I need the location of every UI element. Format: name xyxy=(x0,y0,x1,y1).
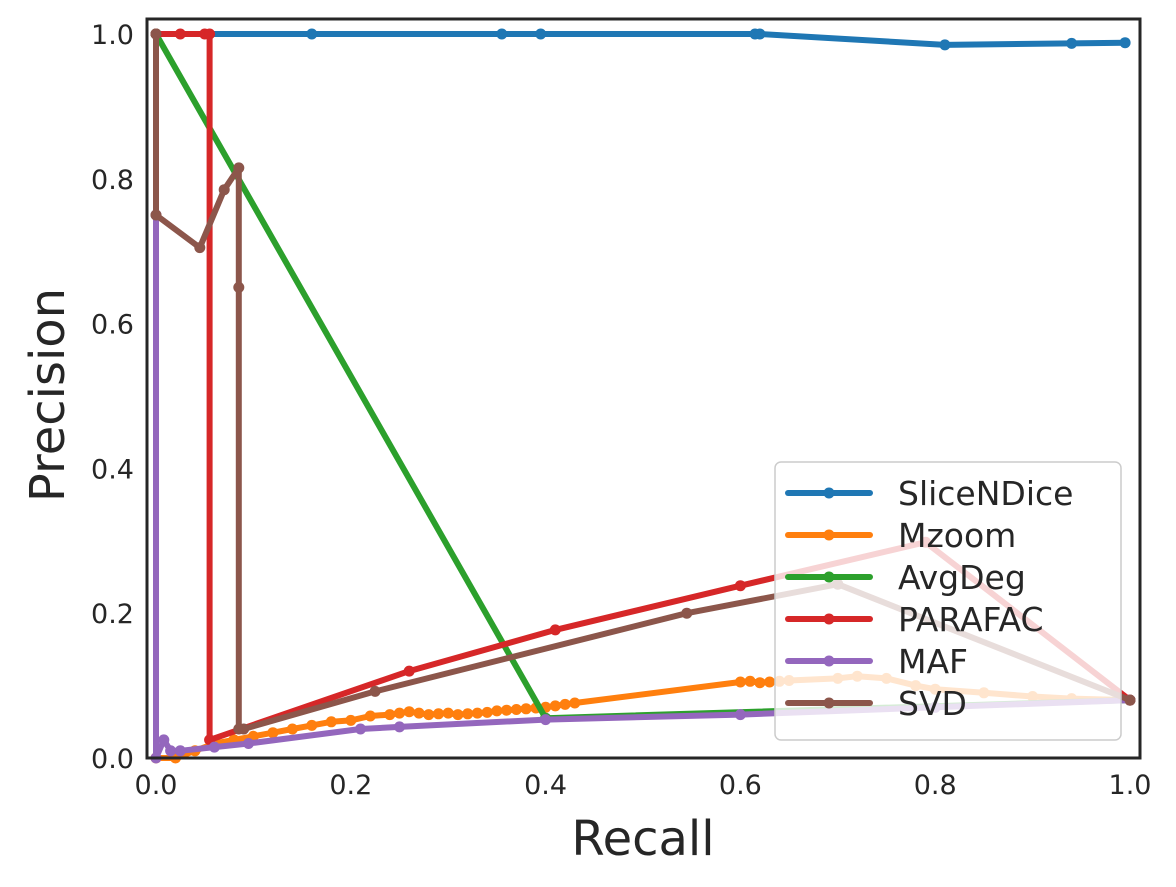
legend-entry-maf: MAF xyxy=(785,642,968,681)
data-point-maf xyxy=(158,734,170,746)
data-point-maf xyxy=(394,721,405,733)
legend-label-slicendice: SliceNDice xyxy=(898,474,1073,513)
data-point-slicendice xyxy=(306,28,318,40)
data-point-maf xyxy=(174,745,186,757)
legend-marker-svd xyxy=(823,697,835,709)
y-tick-label: 0.6 xyxy=(91,310,134,341)
data-point-slicendice xyxy=(1066,37,1078,49)
data-point-slicendice xyxy=(496,28,508,40)
data-point-mzoom xyxy=(569,697,581,709)
y-tick-label: 0.8 xyxy=(91,165,134,196)
data-point-mzoom xyxy=(754,677,766,689)
x-tick-label: 0.8 xyxy=(914,770,957,801)
data-point-svd xyxy=(369,685,381,697)
data-point-svd xyxy=(150,28,162,40)
data-point-mzoom xyxy=(481,706,493,718)
data-point-mzoom xyxy=(423,709,435,721)
legend-entry-parafac: PARAFAC xyxy=(785,600,1044,639)
data-point-mzoom xyxy=(345,714,357,726)
data-point-maf xyxy=(355,723,366,735)
x-tick-label: 1.0 xyxy=(1109,770,1152,801)
data-point-mzoom xyxy=(549,700,561,712)
data-point-slicendice xyxy=(535,28,547,40)
x-tick-label: 0.4 xyxy=(524,770,567,801)
data-point-mzoom xyxy=(734,676,746,688)
data-point-mzoom xyxy=(462,708,474,720)
legend-entry-mzoom: Mzoom xyxy=(785,516,1016,555)
data-point-mzoom xyxy=(520,703,532,715)
data-point-slicendice xyxy=(939,39,951,51)
x-tick-label: 0.0 xyxy=(135,770,178,801)
data-point-maf xyxy=(243,738,254,749)
legend-box xyxy=(774,461,1122,741)
data-point-parafac xyxy=(204,28,216,40)
data-point-maf xyxy=(165,745,177,757)
data-point-svd xyxy=(218,184,230,196)
x-tick-label: 0.6 xyxy=(719,770,762,801)
data-point-mzoom xyxy=(413,707,425,719)
data-point-slicendice xyxy=(1119,37,1131,49)
legend-label-parafac: PARAFAC xyxy=(898,600,1044,639)
x-axis-title: Recall xyxy=(571,811,714,867)
data-point-slicendice xyxy=(754,28,766,40)
legend-label-avgdeg: AvgDeg xyxy=(898,558,1026,597)
plot-frame xyxy=(145,17,1142,760)
y-tick-labels: 0.0 0.2 0.4 0.6 0.8 1.0 xyxy=(91,20,134,775)
data-point-parafac xyxy=(403,665,415,677)
data-point-svd xyxy=(238,723,250,735)
data-point-mzoom xyxy=(764,676,776,688)
data-point-mzoom xyxy=(286,723,298,735)
legend-label-maf: MAF xyxy=(898,642,968,681)
data-point-mzoom xyxy=(491,705,503,717)
data-point-mzoom xyxy=(403,706,415,718)
data-point-maf xyxy=(208,741,220,753)
y-tick-label: 0.2 xyxy=(91,599,134,630)
legend-entry-slicendice: SliceNDice xyxy=(785,474,1073,513)
series-line-svd xyxy=(153,31,1133,732)
data-point-parafac xyxy=(734,580,746,592)
legend-marker-parafac xyxy=(823,613,835,625)
data-point-svd xyxy=(1124,694,1136,706)
data-point-mzoom xyxy=(364,710,376,722)
data-point-mzoom xyxy=(442,707,454,719)
data-point-mzoom xyxy=(471,707,483,719)
legend-entry-svd: SVD xyxy=(785,684,967,723)
data-point-svd xyxy=(194,242,206,254)
legend-entry-avgdeg: AvgDeg xyxy=(785,558,1026,597)
y-tick-label: 0.4 xyxy=(91,454,134,485)
y-axis-title: Precision xyxy=(20,288,76,502)
legend-marker-slicendice xyxy=(823,487,835,499)
data-point-mzoom xyxy=(394,707,405,719)
data-point-mzoom xyxy=(384,709,396,721)
data-point-mzoom xyxy=(325,716,337,728)
data-point-parafac xyxy=(549,624,561,636)
data-point-svd xyxy=(150,209,162,221)
legend-label-mzoom: Mzoom xyxy=(898,516,1016,555)
data-point-svd xyxy=(233,281,245,293)
x-tick-label: 0.2 xyxy=(329,770,372,801)
data-point-svd xyxy=(681,607,693,619)
data-point-mzoom xyxy=(433,708,444,720)
legend-marker-avgdeg xyxy=(823,571,835,583)
data-point-mzoom xyxy=(559,698,571,710)
data-point-parafac xyxy=(174,28,186,40)
legend-marker-maf xyxy=(823,655,835,667)
data-point-mzoom xyxy=(452,709,464,721)
data-point-mzoom xyxy=(267,727,279,739)
y-tick-label: 0.0 xyxy=(91,744,134,775)
data-point-mzoom xyxy=(501,704,513,716)
x-tick-labels: 0.0 0.2 0.4 0.6 0.8 1.0 xyxy=(135,770,1152,801)
data-point-maf xyxy=(540,714,552,726)
legend-marker-mzoom xyxy=(823,529,835,541)
data-point-mzoom xyxy=(744,675,756,687)
data-point-svd xyxy=(233,162,245,174)
data-point-mzoom xyxy=(306,719,318,731)
data-point-maf xyxy=(734,709,746,721)
data-point-mzoom xyxy=(510,704,522,715)
legend-label-svd: SVD xyxy=(898,684,967,723)
y-tick-label: 1.0 xyxy=(91,20,134,51)
